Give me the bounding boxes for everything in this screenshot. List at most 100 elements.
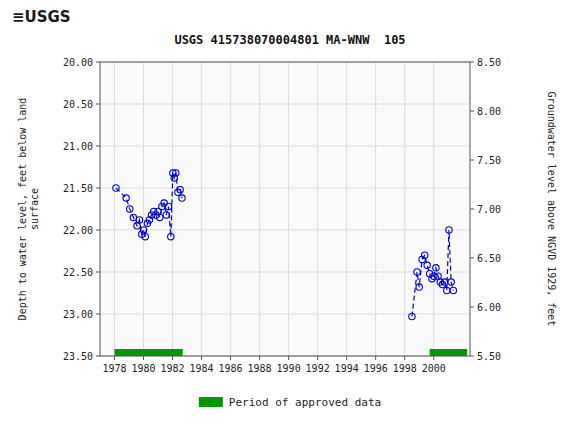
y-tick <box>96 188 100 189</box>
y-tick-label: 20.50 <box>63 99 93 110</box>
data-point <box>448 279 454 285</box>
x-tick-label: 1982 <box>161 363 185 374</box>
data-point <box>177 186 183 192</box>
data-point <box>179 195 185 201</box>
data-point <box>136 217 142 223</box>
data-point <box>446 227 452 233</box>
grid-line-x <box>404 62 405 356</box>
data-point <box>127 206 133 212</box>
x-axis: 1978 1980 1982 1984 1986 1988 1990 1992 1994 1996… <box>102 356 445 374</box>
data-point <box>123 195 129 201</box>
y2-axis: 8.508.007.507.006.506.005.50 <box>470 57 501 362</box>
data-point <box>173 170 179 176</box>
background <box>0 0 580 430</box>
x-tick-label: 1996 <box>364 363 388 374</box>
data-point <box>444 287 450 293</box>
x-tick <box>404 356 405 360</box>
x-tick <box>288 356 289 360</box>
plot-frame <box>100 62 470 356</box>
x-tick-label: 1980 <box>131 363 155 374</box>
x-tick-label: 1990 <box>277 363 301 374</box>
data-point <box>130 214 136 220</box>
y2-tick-label: 5.50 <box>477 351 501 362</box>
y-tick <box>96 272 100 273</box>
y-axis-label-line: surface <box>29 188 40 230</box>
grid-line-y <box>100 188 470 189</box>
series-line <box>412 230 453 317</box>
data-point <box>414 269 420 275</box>
y2-tick <box>470 209 474 210</box>
header: ≡USGS <box>12 8 71 26</box>
grid-line-y <box>100 230 470 231</box>
y-tick <box>96 230 100 231</box>
data-point <box>163 212 169 218</box>
y-axis-label-line: Depth to water level, feet below land <box>17 98 28 321</box>
y-tick <box>96 314 100 315</box>
y2-tick-label: 6.00 <box>477 302 501 313</box>
data-point <box>157 214 163 220</box>
plot-area <box>100 62 470 356</box>
data-point <box>165 203 171 209</box>
data-point <box>168 234 174 240</box>
grid-line-x <box>317 62 318 356</box>
data-point <box>409 313 415 319</box>
data-point <box>140 227 146 233</box>
x-tick-label: 1978 <box>102 363 126 374</box>
data-point <box>113 185 119 191</box>
title: USGS 415738070004801 MA-WNW 105 <box>174 33 405 47</box>
y-axis: 20.0020.5021.0021.5022.0022.5023.0023.50 <box>63 57 100 362</box>
y2-tick <box>470 160 474 161</box>
x-tick-label: 1994 <box>335 363 359 374</box>
grid-line-x <box>201 62 202 356</box>
x-tick <box>201 356 202 360</box>
grid-line-x <box>346 62 347 356</box>
x-tick-label: 1984 <box>190 363 214 374</box>
x-tick <box>375 356 376 360</box>
x-tick <box>114 356 115 360</box>
data-point <box>433 265 439 271</box>
grid-line-x <box>143 62 144 356</box>
x-tick-label: 1986 <box>219 363 243 374</box>
data-group <box>113 170 467 356</box>
y-axis-label: Depth to water level, feet below landsur… <box>17 98 40 321</box>
legend: Period of approved data <box>199 396 381 409</box>
y-tick <box>96 62 100 63</box>
grid-line-x <box>230 62 231 356</box>
approved-period <box>430 349 467 356</box>
data-point <box>441 279 447 285</box>
y-tick <box>96 356 100 357</box>
legend-swatch <box>199 397 223 407</box>
x-tick-label: 2000 <box>422 363 446 374</box>
y2-tick-label: 8.00 <box>477 106 501 117</box>
y2-tick-label: 7.00 <box>477 204 501 215</box>
legend-label: Period of approved data <box>229 396 381 409</box>
approved-period <box>115 349 183 356</box>
x-tick-label: 1992 <box>306 363 330 374</box>
x-tick <box>433 356 434 360</box>
grid-line-x <box>114 62 115 356</box>
x-tick-label: 1988 <box>248 363 272 374</box>
y2-tick <box>470 111 474 112</box>
x-tick <box>143 356 144 360</box>
y-tick-label: 23.00 <box>63 309 93 320</box>
grid-line-x <box>259 62 260 356</box>
x-tick-label: 1998 <box>393 363 417 374</box>
y2-tick-label: 8.50 <box>477 57 501 68</box>
data-point <box>142 234 148 240</box>
chart: ≡USGS USGS 415738070004801 MA-WNW 105 1978… <box>0 0 580 430</box>
y-tick <box>96 146 100 147</box>
data-point <box>161 200 167 206</box>
x-tick <box>172 356 173 360</box>
y-tick-label: 21.50 <box>63 183 93 194</box>
y-tick-label: 23.50 <box>63 351 93 362</box>
x-tick <box>230 356 231 360</box>
grid-line-x <box>433 62 434 356</box>
y2-tick <box>470 62 474 63</box>
grid-line-x <box>288 62 289 356</box>
y2-axis-label: Groundwater level above NGVD 1929, feet <box>546 92 557 327</box>
data-point <box>450 287 456 293</box>
x-tick <box>346 356 347 360</box>
grid-line-x <box>375 62 376 356</box>
y2-tick <box>470 258 474 259</box>
y2-tick-label: 6.50 <box>477 253 501 264</box>
